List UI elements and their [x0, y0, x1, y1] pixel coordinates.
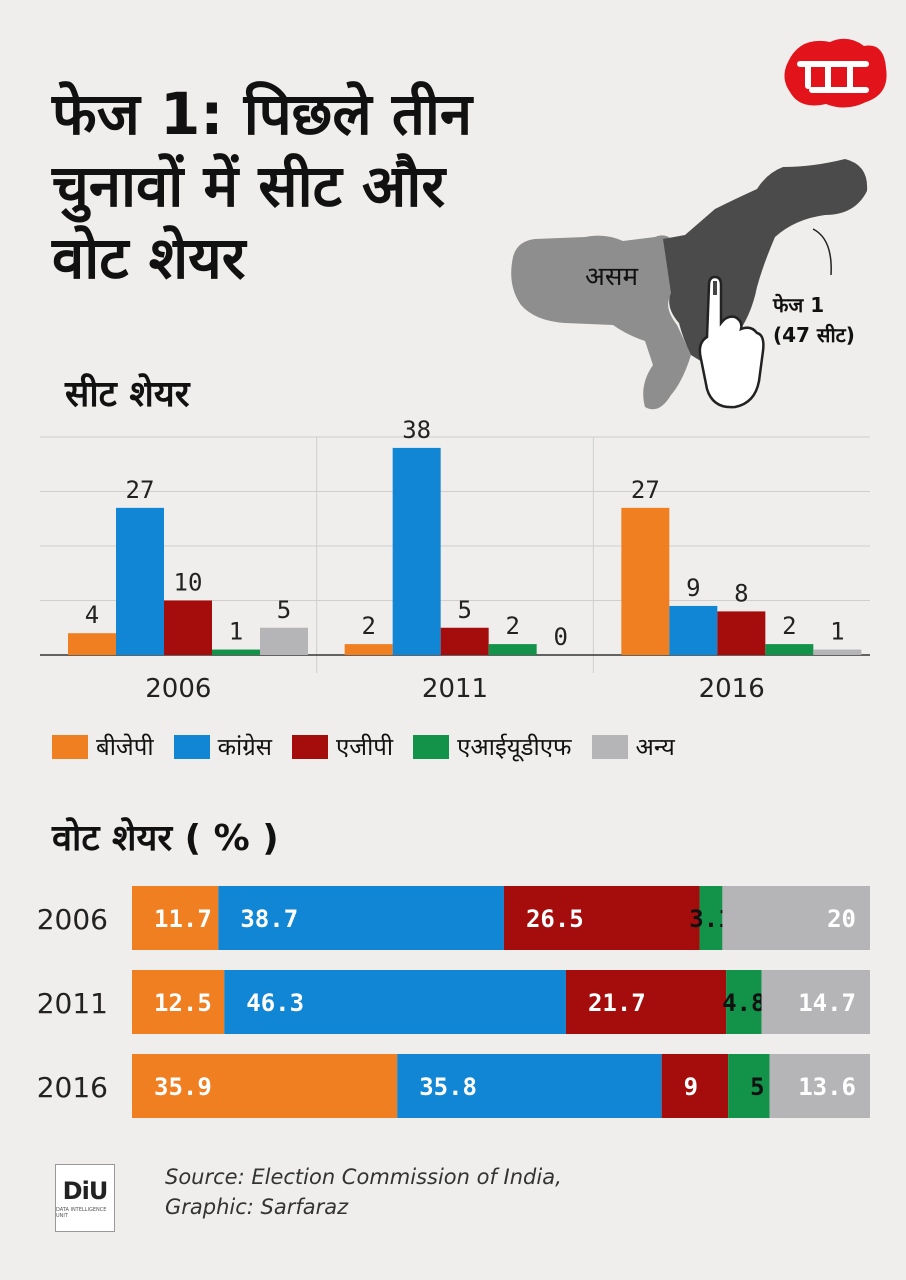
legend: बीजेपी कांग्रेस एजीपी एआईयूडीएफ अन्य [52, 730, 675, 763]
seat-value-label: 5 [457, 596, 471, 624]
seat-value-label: 27 [631, 476, 660, 504]
seat-bar-agp-2011 [440, 627, 489, 655]
seat-value-label: 2 [782, 612, 796, 640]
diu-badge: DiU DATA INTELLIGENCE UNIT [55, 1164, 115, 1232]
seat-bar-aiudf-2016 [765, 644, 814, 655]
vote-value-label: 38.7 [240, 905, 298, 933]
seat-category-label: 2016 [699, 674, 765, 704]
vote-value-label: 13.6 [798, 1073, 856, 1101]
seat-bar-aiudf-2011 [488, 644, 537, 655]
vote-segment-congress-2016 [397, 1054, 662, 1118]
seat-value-label: 2 [361, 612, 375, 640]
map-seats-label: (47 सीट) [773, 323, 855, 347]
seat-bar-congress-2006 [116, 507, 164, 655]
vote-value-label: 35.9 [154, 1073, 212, 1101]
legend-label-agp: एजीपी [336, 733, 394, 761]
seat-value-label: 27 [126, 476, 155, 504]
vote-category-label: 2016 [37, 1071, 108, 1104]
legend-label-aiudf: एआईयूडीएफ [457, 733, 572, 761]
seat-share-title: सीट शेयर [65, 374, 190, 415]
legend-swatch-aiudf [413, 734, 450, 759]
vote-value-label: 4.8 [722, 989, 765, 1017]
seat-bar-others-2016 [813, 649, 862, 655]
legend-item-agp: एजीपी [292, 730, 393, 763]
diu-badge-text: DiU [62, 1177, 109, 1205]
map-state-label: असम [585, 262, 638, 292]
vote-value-label: 21.7 [588, 989, 646, 1017]
seat-value-label: 5 [277, 596, 291, 624]
seat-value-label: 4 [85, 601, 99, 629]
vote-segment-bjp-2006 [132, 886, 219, 950]
footer: DiU DATA INTELLIGENCE UNIT Source: Elect… [55, 1160, 875, 1240]
page-title: फेज 1: पिछले तीन चुनावों में सीट और वोट … [52, 80, 473, 292]
legend-swatch-others [591, 734, 628, 759]
seat-bar-aiudf-2006 [212, 649, 260, 655]
vote-value-label: 12.5 [154, 989, 212, 1017]
seat-category-label: 2006 [145, 674, 211, 704]
vote-segment-others-2016 [769, 1054, 870, 1118]
voting-finger-icon [698, 275, 765, 409]
legend-label-congress: कांग्रेस [217, 733, 272, 761]
seat-value-label: 1 [830, 618, 844, 646]
seat-value-label: 1 [229, 618, 243, 646]
aajtak-logo-graphic [784, 38, 887, 108]
seat-value-label: 8 [734, 579, 748, 607]
legend-label-bjp: बीजेपी [96, 733, 154, 761]
legend-label-others: अन्य [635, 733, 675, 761]
seat-bar-congress-2011 [392, 447, 441, 655]
vote-segment-agp-2016 [661, 1054, 729, 1118]
seat-value-label: 9 [686, 574, 700, 602]
vote-segment-agp-2006 [503, 886, 700, 950]
vote-value-label: 35.8 [419, 1073, 477, 1101]
legend-item-bjp: बीजेपी [52, 730, 154, 763]
vote-segment-agp-2011 [565, 970, 727, 1034]
seat-value-label: 2 [505, 612, 519, 640]
vote-segment-bjp-2016 [132, 1054, 398, 1118]
vote-segment-others-2006 [722, 886, 870, 950]
vote-segment-congress-2011 [224, 970, 566, 1034]
map-phase-label: फेज 1 [773, 293, 825, 317]
vote-value-label: 9 [684, 1073, 698, 1101]
legend-item-aiudf: एआईयूडीएफ [413, 730, 572, 763]
legend-swatch-agp [292, 734, 328, 759]
vote-share-chart: 2006 11.7 38.7 26.5 3.1 20 2011 12.5 46.3 21.7 4.8… [0, 870, 906, 1130]
diu-badge-subtitle: DATA INTELLIGENCE UNIT [56, 1207, 107, 1219]
vote-value-label: 26.5 [526, 905, 584, 933]
source-credit: Source: Election Commission of India, Gr… [165, 1165, 562, 1219]
seat-value-label: 0 [553, 623, 567, 651]
legend-item-congress: कांग्रेस [173, 730, 272, 763]
seat-category-label: 2011 [422, 674, 488, 704]
assam-map: असम फेज 1 (47 सीट) [495, 145, 895, 425]
legend-item-others: अन्य [591, 730, 675, 763]
vote-segment-aiudf-2011 [726, 970, 762, 1034]
seat-bar-others-2006 [260, 627, 308, 655]
seat-share-svg: 4 27 10 1 5 2006 2 38 5 2 0 2011 27 9 8 2 1 2016 [40, 416, 870, 704]
vote-segment-aiudf-2016 [728, 1054, 770, 1118]
seat-bar-agp-2006 [164, 600, 212, 655]
vote-share-title: वोट शेयर ( % ) [52, 818, 279, 859]
vote-segment-aiudf-2006 [699, 886, 723, 950]
vote-segment-others-2011 [761, 970, 870, 1034]
seat-bar-bjp-2006 [68, 633, 116, 655]
seat-bar-bjp-2016 [621, 507, 670, 655]
vote-category-label: 2011 [37, 987, 108, 1020]
vote-segment-bjp-2011 [132, 970, 225, 1034]
vote-value-label: 14.7 [798, 989, 856, 1017]
seat-value-label: 38 [402, 416, 431, 444]
seat-share-chart: 4 27 10 1 5 2006 2 38 5 2 0 2011 27 9 8 2 1 2016 [0, 415, 906, 715]
vote-segment-congress-2006 [218, 886, 504, 950]
vote-value-label: 11.7 [154, 905, 212, 933]
seat-bar-bjp-2011 [344, 644, 393, 655]
legend-swatch-bjp [52, 734, 88, 759]
seat-bar-congress-2016 [669, 605, 718, 655]
vote-value-label: 46.3 [246, 989, 304, 1017]
vote-category-label: 2006 [37, 903, 108, 936]
legend-swatch-congress [173, 734, 210, 759]
seat-bar-agp-2016 [717, 611, 766, 655]
assam-map-graphic [511, 159, 868, 410]
vote-value-label: 20 [827, 905, 856, 933]
seat-value-label: 10 [174, 569, 203, 597]
aajtak-logo [780, 32, 890, 112]
